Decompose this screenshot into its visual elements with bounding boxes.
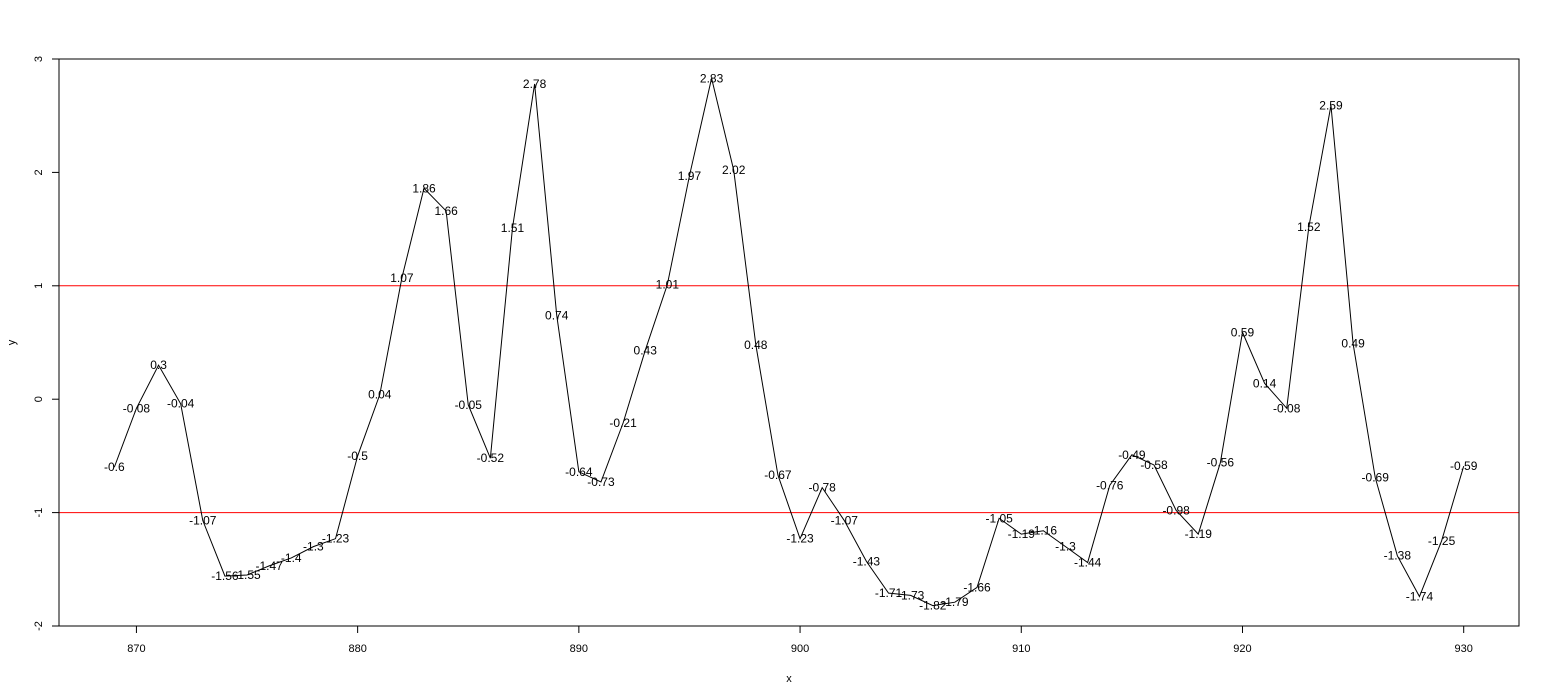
data-label: -0.78 <box>809 481 837 495</box>
data-label: -1.47 <box>255 559 283 573</box>
data-label: -1.74 <box>1406 590 1434 604</box>
data-label: 0.48 <box>744 338 768 352</box>
x-axis-label: x <box>786 673 792 685</box>
data-label: 1.86 <box>412 181 436 195</box>
data-label: -0.58 <box>1140 458 1168 472</box>
x-tick-label: 890 <box>570 643 588 655</box>
data-label: 2.02 <box>722 163 746 177</box>
y-tick-label: 2 <box>33 169 45 175</box>
data-label: -1.38 <box>1384 549 1412 563</box>
data-labels: -0.6-0.080.3-0.04-1.07-1.56-1.55-1.47-1.… <box>104 71 1478 612</box>
data-label: -1.05 <box>985 511 1013 525</box>
data-label: -1.19 <box>1008 527 1036 541</box>
data-label: -1.07 <box>189 514 217 528</box>
data-label: 0.59 <box>1231 325 1255 339</box>
data-label: -0.49 <box>1118 448 1146 462</box>
data-label: -0.6 <box>104 460 125 474</box>
series-line <box>113 78 1465 607</box>
data-label: 1.07 <box>390 271 414 285</box>
data-label: 0.3 <box>150 358 167 372</box>
data-label: -1.3 <box>1055 540 1076 554</box>
data-label: 1.52 <box>1297 220 1321 234</box>
data-label: 0.74 <box>545 308 569 322</box>
data-label: 2.59 <box>1319 98 1343 112</box>
data-label: -0.04 <box>167 397 195 411</box>
x-tick-label: 870 <box>127 643 145 655</box>
data-label: -0.08 <box>123 401 151 415</box>
data-label: -0.5 <box>347 449 368 463</box>
data-label: 0.43 <box>634 343 658 357</box>
data-label: -0.73 <box>587 475 615 489</box>
y-tick-label: -1 <box>33 508 45 518</box>
data-label: -1.56 <box>211 569 239 583</box>
data-label: -0.69 <box>1362 470 1390 484</box>
data-label: -0.52 <box>477 451 505 465</box>
reference-lines <box>59 285 1519 514</box>
data-label: 1.97 <box>678 169 702 183</box>
data-label: 0.14 <box>1253 376 1277 390</box>
data-label: -0.98 <box>1162 503 1190 517</box>
data-label: 2.78 <box>523 77 547 91</box>
data-label: 2.83 <box>700 71 724 85</box>
x-tick-label: 880 <box>348 643 366 655</box>
data-label: -0.08 <box>1273 401 1301 415</box>
data-label: -0.64 <box>565 465 593 479</box>
data-label: -1.16 <box>1030 524 1058 538</box>
x-tick-label: 920 <box>1233 643 1251 655</box>
data-label: 1.66 <box>434 204 458 218</box>
data-label: 0.04 <box>368 388 392 402</box>
x-tick-label: 930 <box>1455 643 1473 655</box>
data-label: -1.79 <box>941 595 969 609</box>
data-label: -1.55 <box>233 568 261 582</box>
data-label: -1.07 <box>831 514 859 528</box>
y-tick-label: -2 <box>33 621 45 631</box>
x-tick-label: 900 <box>791 643 809 655</box>
data-label: -1.66 <box>963 580 991 594</box>
data-label: -1.23 <box>322 532 350 546</box>
data-label: -0.05 <box>455 398 483 412</box>
series-layer <box>113 78 1465 607</box>
data-label: -1.73 <box>897 588 925 602</box>
y-tick-label: 3 <box>33 56 45 62</box>
data-label: -0.67 <box>764 468 792 482</box>
data-label: -1.43 <box>853 554 881 568</box>
x-tick-label: 910 <box>1012 643 1030 655</box>
y-tick-label: 1 <box>33 283 45 289</box>
data-label: -1.44 <box>1074 555 1102 569</box>
data-label: 1.51 <box>501 221 525 235</box>
data-label: -1.3 <box>303 540 324 554</box>
y-axis: -2 -1 0 1 2 3 <box>33 56 60 631</box>
data-label: -0.76 <box>1096 478 1124 492</box>
data-label: -1.23 <box>786 532 814 546</box>
data-label: -0.21 <box>609 416 637 430</box>
data-label: -1.71 <box>875 586 903 600</box>
data-label: -1.25 <box>1428 534 1456 548</box>
y-axis-label: y <box>6 339 18 345</box>
y-tick-label: 0 <box>33 396 45 402</box>
data-label: -1.4 <box>281 551 302 565</box>
data-label: 0.49 <box>1341 337 1365 351</box>
data-label: -0.59 <box>1450 459 1478 473</box>
data-label: -1.19 <box>1185 527 1213 541</box>
data-label: 1.01 <box>656 278 680 292</box>
data-label: -0.56 <box>1207 456 1235 470</box>
data-label: -1.82 <box>919 599 947 613</box>
x-axis: 870 880 890 900 910 920 930 <box>127 625 1473 655</box>
